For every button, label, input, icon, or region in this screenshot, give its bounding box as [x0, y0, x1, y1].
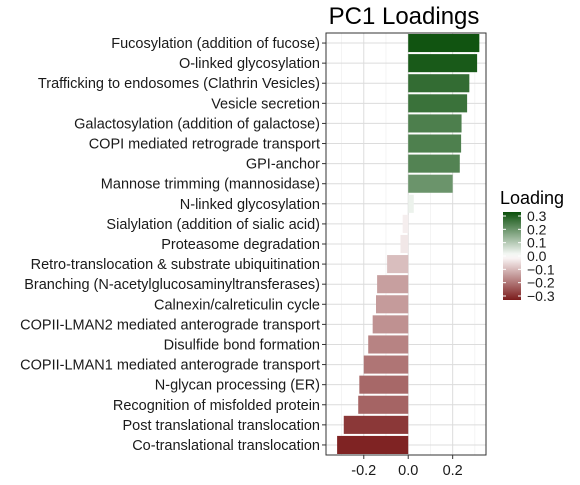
bar-13	[377, 275, 409, 294]
legend-tick-label: −0.1	[527, 261, 555, 277]
bar-9	[408, 194, 414, 213]
legend-colorbar	[503, 212, 521, 300]
chart-title: PC1 Loadings	[329, 3, 480, 30]
y-tick-label: Post translational translocation	[123, 418, 320, 434]
y-tick-label: Sialylation (addition of sialic acid)	[106, 217, 320, 233]
x-tick-label: 0.0	[398, 463, 418, 479]
legend-title: Loading	[500, 188, 564, 208]
bar-8	[408, 174, 453, 193]
y-tick-label: GPI-anchor	[246, 157, 320, 173]
bar-10	[402, 214, 409, 233]
y-tick-label: Vesicle secretion	[211, 96, 320, 112]
y-tick-label: Disulfide bond formation	[164, 337, 320, 353]
y-tick-label: Branching (N-acetylglucosaminyltransfera…	[24, 277, 320, 293]
x-tick-label: 0.2	[443, 463, 463, 479]
y-tick-label: O-linked glycosylation	[179, 56, 320, 72]
bar-12	[387, 255, 409, 274]
legend-tick-label: −0.2	[527, 275, 555, 291]
bar-14	[376, 295, 409, 314]
y-tick-label: COPI mediated retrograde transport	[89, 137, 320, 153]
bar-18	[359, 375, 409, 394]
y-tick-label: COPII-LMAN1 mediated anterograde transpo…	[20, 358, 320, 374]
y-tick-label: Recognition of misfolded protein	[113, 398, 320, 414]
bar-2	[408, 54, 478, 73]
y-tick-label: Mannose trimming (mannosidase)	[101, 177, 320, 193]
legend-tick-label: −0.3	[527, 288, 555, 304]
legend-tick-label: 0.0	[527, 248, 547, 264]
legend-tick-label: 0.1	[527, 235, 547, 251]
y-tick-label: N-glycan processing (ER)	[155, 378, 320, 394]
y-tick-label: Co-translational translocation	[132, 438, 320, 454]
bar-19	[358, 395, 409, 414]
bar-20	[343, 415, 409, 434]
bar-6	[408, 134, 462, 153]
y-tick-label: Galactosylation (addition of galactose)	[74, 116, 320, 132]
bar-16	[368, 335, 409, 354]
y-tick-label: Retro-translocation & substrate ubiquiti…	[31, 257, 320, 273]
bar-3	[408, 74, 470, 93]
bar-11	[400, 234, 409, 254]
legend-tick-label: 0.2	[527, 221, 547, 237]
y-tick-label: Fucosylation (addition of fucose)	[111, 36, 320, 52]
bar-15	[372, 315, 409, 334]
y-tick-label: Trafficking to endosomes (Clathrin Vesic…	[38, 76, 320, 92]
bar-4	[408, 94, 468, 113]
y-tick-label: N-linked glycosylation	[180, 197, 320, 213]
legend-tick-label: 0.3	[527, 208, 547, 224]
y-tick-label: Proteasome degradation	[161, 237, 320, 253]
y-tick-label: COPII-LMAN2 mediated anterograde transpo…	[20, 317, 320, 333]
bar-21	[337, 435, 409, 454]
y-tick-label: Calnexin/calreticulin cycle	[154, 297, 320, 313]
bar-5	[408, 114, 462, 133]
x-tick-label: -0.2	[351, 463, 376, 479]
bar-7	[408, 154, 460, 173]
bar-17	[363, 355, 409, 374]
bar-1	[408, 34, 480, 53]
